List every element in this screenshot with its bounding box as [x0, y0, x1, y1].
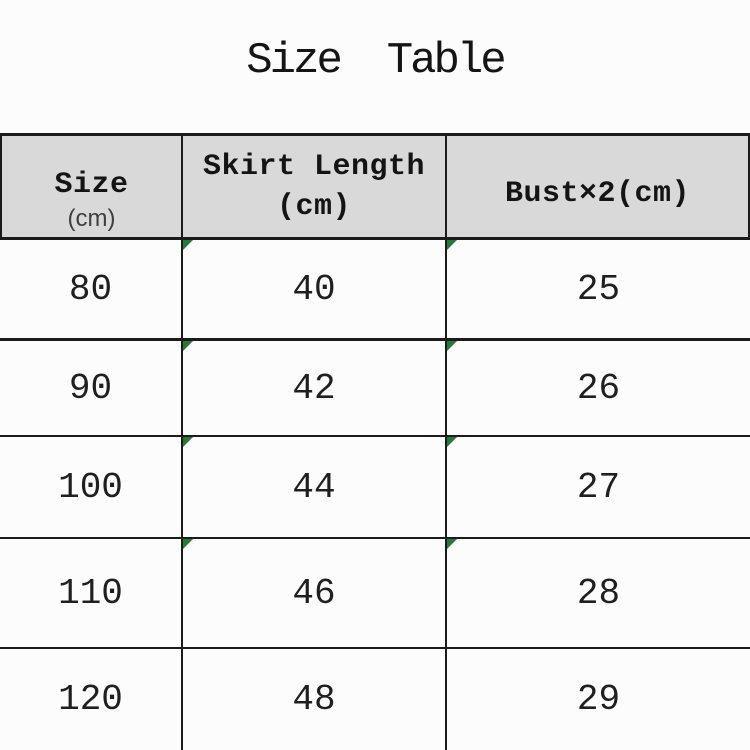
- header-cell-size: Size (cm): [2, 136, 183, 237]
- table-row: 120 48 29: [0, 649, 750, 750]
- header-cell-skirt-length: Skirt Length (cm): [183, 136, 447, 237]
- green-triangle-marker: [447, 539, 457, 549]
- cell-bust: 27: [447, 437, 750, 537]
- cell-skirt-length: 48: [183, 649, 447, 750]
- cell-value: 25: [576, 268, 621, 310]
- green-triangle-marker: [183, 437, 193, 447]
- cell-value: 80: [68, 268, 113, 310]
- cell-skirt-length: 42: [183, 341, 447, 435]
- cell-size: 110: [0, 539, 183, 647]
- green-triangle-marker: [447, 341, 457, 351]
- cell-value: 27: [576, 466, 621, 508]
- cell-value: 46: [292, 572, 336, 614]
- cell-value: 100: [58, 466, 123, 508]
- size-table: Size (cm) Skirt Length (cm) Bust×2(cm) 8…: [0, 133, 750, 750]
- header-size-unit: (cm): [67, 205, 116, 232]
- cell-value: 29: [576, 679, 621, 720]
- cell-value: 120: [58, 679, 123, 720]
- cell-value: 110: [58, 572, 123, 614]
- green-triangle-marker: [183, 539, 193, 549]
- cell-skirt-length: 46: [183, 539, 447, 647]
- cell-value: 90: [68, 367, 113, 409]
- cell-size: 90: [0, 341, 183, 435]
- header-bust-label: Bust×2(cm): [504, 176, 691, 211]
- header-skirt-length-unit: (cm): [276, 189, 351, 224]
- cell-skirt-length: 44: [183, 437, 447, 537]
- cell-value: 42: [292, 367, 336, 409]
- green-triangle-marker: [183, 240, 193, 250]
- table-row: 110 46 28: [0, 539, 750, 649]
- cell-bust: 28: [447, 539, 750, 647]
- cell-bust: 26: [447, 341, 750, 435]
- cell-value: 40: [292, 268, 336, 310]
- cell-value: 26: [576, 367, 621, 409]
- cell-size: 120: [0, 649, 183, 750]
- cell-bust: 29: [447, 649, 750, 750]
- table-row: 90 42 26: [0, 341, 750, 437]
- green-triangle-marker: [183, 341, 193, 351]
- header-size-label: Size: [54, 168, 129, 202]
- cell-value: 28: [576, 572, 621, 614]
- table-row: 100 44 27: [0, 437, 750, 539]
- cell-size: 80: [0, 240, 183, 338]
- cell-value: 48: [292, 679, 336, 720]
- cell-value: 44: [292, 466, 336, 508]
- cell-size: 100: [0, 437, 183, 537]
- cell-bust: 25: [447, 240, 750, 338]
- cell-skirt-length: 40: [183, 240, 447, 338]
- header-skirt-length-label: Skirt Length: [202, 149, 426, 184]
- table-header-row: Size (cm) Skirt Length (cm) Bust×2(cm): [0, 136, 750, 240]
- green-triangle-marker: [447, 437, 457, 447]
- page-title: Size Table: [246, 36, 506, 86]
- table-row: 80 40 25: [0, 240, 750, 341]
- header-cell-bust: Bust×2(cm): [447, 136, 748, 237]
- green-triangle-marker: [447, 240, 457, 250]
